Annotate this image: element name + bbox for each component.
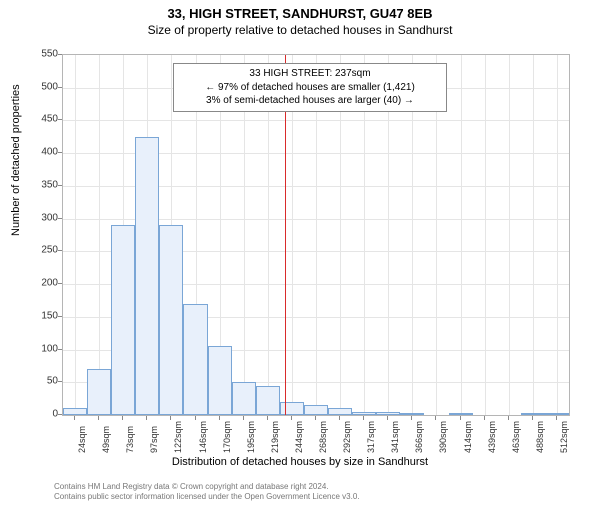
y-tick-label: 350 [22,179,58,190]
histogram-bar [63,408,87,415]
chart-title-main: 33, HIGH STREET, SANDHURST, GU47 8EB [0,6,600,21]
x-tick-label: 49sqm [101,426,111,453]
histogram-bar [400,413,424,415]
histogram-bar [545,413,569,415]
histogram-bar [304,405,328,415]
y-tick-label: 400 [22,147,58,158]
x-tick-label: 463sqm [511,421,521,453]
y-tick-label: 100 [22,343,58,354]
footnote-line2: Contains public sector information licen… [54,492,360,502]
histogram-bar [521,413,545,415]
x-tick-label: 390sqm [438,421,448,453]
x-tick-label: 292sqm [342,421,352,453]
y-tick-label: 0 [22,409,58,420]
x-tick-label: 317sqm [366,421,376,453]
x-tick-label: 24sqm [77,426,87,453]
x-tick-label: 195sqm [246,421,256,453]
x-tick-label: 146sqm [198,421,208,453]
annotation-line3: 3% of semi-detached houses are larger (4… [180,94,440,108]
y-tick-label: 150 [22,310,58,321]
x-tick-label: 170sqm [222,421,232,453]
y-tick-label: 200 [22,278,58,289]
annotation-box: 33 HIGH STREET: 237sqm ← 97% of detached… [173,63,447,112]
y-tick-label: 450 [22,114,58,125]
histogram-bar [111,225,135,415]
x-tick-label: 341sqm [390,421,400,453]
y-axis-title: Number of detached properties [10,84,22,236]
histogram-bar [183,304,207,415]
histogram-bar [135,137,159,415]
histogram-bar [159,225,183,415]
histogram-bar [449,413,473,415]
histogram-bar [328,408,352,415]
x-tick-label: 414sqm [463,421,473,453]
histogram-bar [232,382,256,415]
x-tick-label: 73sqm [125,426,135,453]
histogram-bar [208,346,232,415]
y-tick-label: 250 [22,245,58,256]
x-tick-label: 488sqm [535,421,545,453]
y-tick-label: 300 [22,212,58,223]
x-tick-label: 122sqm [173,421,183,453]
x-axis-title: Distribution of detached houses by size … [0,456,600,468]
y-tick-label: 550 [22,49,58,60]
x-tick-label: 366sqm [414,421,424,453]
annotation-line1: 33 HIGH STREET: 237sqm [180,67,440,81]
footnote-line1: Contains HM Land Registry data © Crown c… [54,482,360,492]
x-tick-label: 244sqm [294,421,304,453]
chart-title-sub: Size of property relative to detached ho… [0,23,600,37]
x-tick-label: 219sqm [270,421,280,453]
plot-area: 33 HIGH STREET: 237sqm ← 97% of detached… [62,54,570,416]
histogram-bar [256,386,280,415]
annotation-line2: ← 97% of detached houses are smaller (1,… [180,81,440,95]
histogram-bar [376,412,400,415]
y-tick-label: 50 [22,376,58,387]
x-tick-label: 512sqm [559,421,569,453]
histogram-bar [87,369,111,415]
histogram-bar [280,402,304,415]
histogram-bar [352,412,376,415]
x-tick-label: 97sqm [149,426,159,453]
y-tick-label: 500 [22,81,58,92]
x-tick-label: 268sqm [318,421,328,453]
x-tick-label: 439sqm [487,421,497,453]
footnote: Contains HM Land Registry data © Crown c… [54,482,360,502]
